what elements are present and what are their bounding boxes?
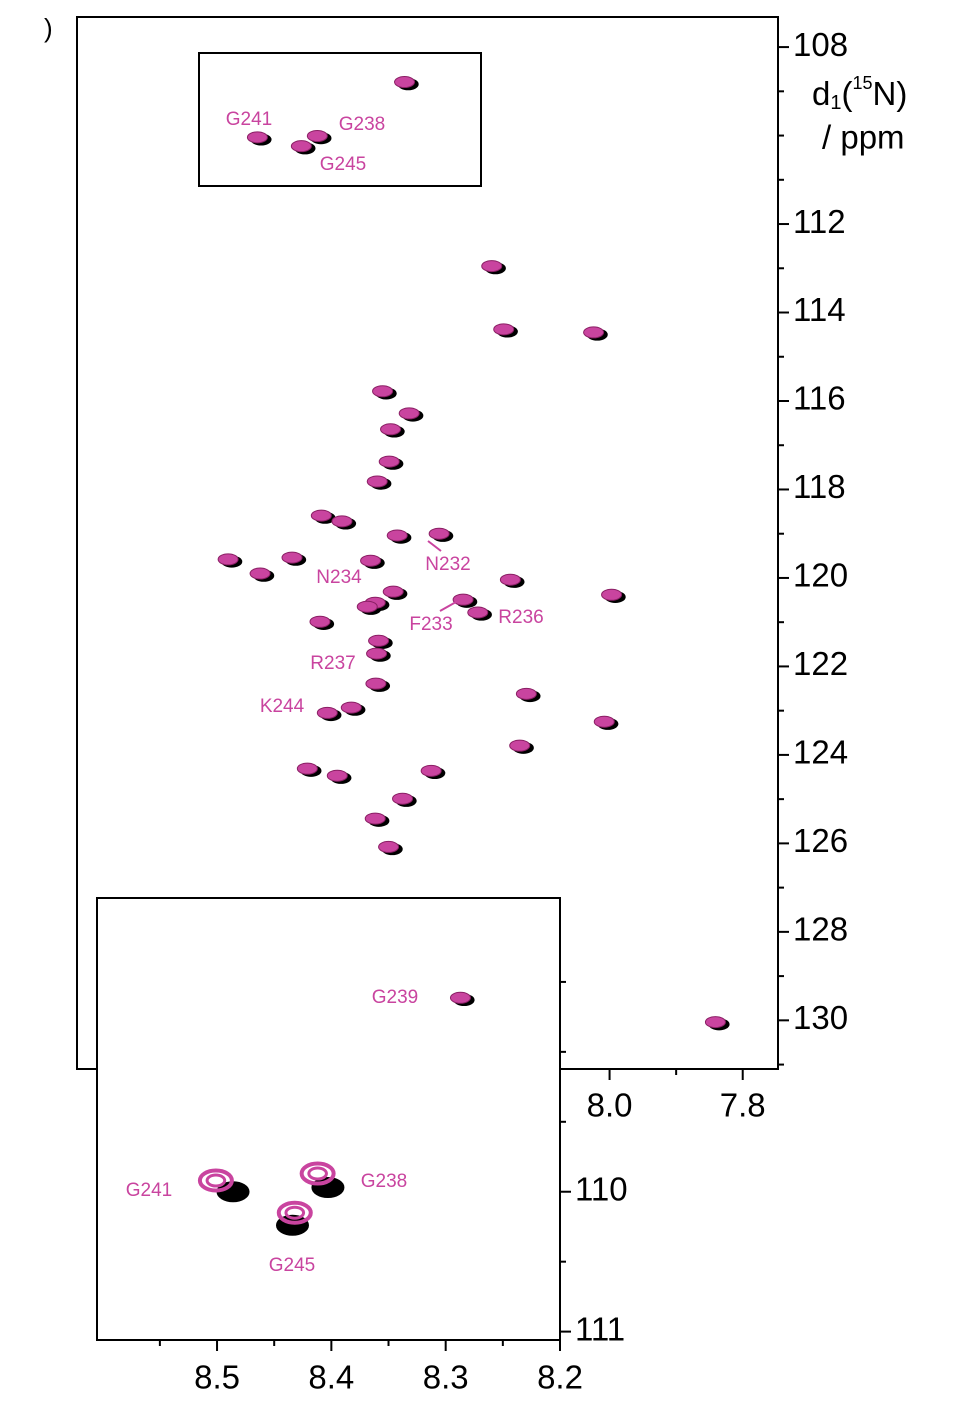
peak [583,326,605,339]
peak [249,567,271,580]
peak [449,991,471,1004]
peak [515,687,537,700]
peak [366,475,388,488]
y-tick-label: 108 [793,26,848,63]
peak-label: G241 [226,109,272,130]
peak-contour [307,1166,328,1181]
peak [217,553,239,566]
peak [340,701,362,714]
peak-label: G241 [126,1180,172,1201]
peak-label: G239 [372,987,418,1008]
peak [197,1168,234,1193]
peak [310,509,332,522]
peak [356,600,378,613]
peak-label: G245 [269,1255,315,1276]
peak [394,76,416,89]
y-tick-label: 111 [575,1310,625,1347]
peak [392,792,414,805]
peak [493,323,515,336]
y-axis-unit: / ppm [822,119,905,156]
y-axis-label-part: 1 [830,92,841,114]
peak-contour [284,1205,306,1220]
peak [296,762,318,775]
x-tick-label: 8.2 [537,1359,583,1396]
peak [331,515,353,528]
peak [378,840,400,853]
peak [360,554,382,567]
y-tick-label: 124 [793,734,848,771]
peak-label: G238 [361,1171,407,1192]
peak [368,634,390,647]
x-tick-label: 8.0 [587,1087,633,1124]
peak [382,585,404,598]
peak-label: N234 [316,567,362,588]
peak [481,260,503,273]
peak-label: N232 [425,554,470,575]
peak [326,769,348,782]
peak [364,812,386,825]
y-tick-label: 116 [793,380,846,417]
y-tick-label: 128 [793,911,848,948]
peak-label: R236 [498,607,543,628]
peak [499,573,521,586]
y-axis-label-part: N) [873,75,908,112]
leader-line [439,601,457,612]
peak-label: R237 [310,653,355,674]
y-tick-label: 118 [793,468,846,505]
peak [704,1016,726,1029]
peak [372,385,394,398]
peak [365,677,387,690]
x-tick-label: 8.5 [194,1359,240,1396]
y-tick-label: 110 [575,1170,628,1207]
y-tick-label: 112 [793,203,846,240]
y-tick-label: 122 [793,645,848,682]
y-axis-label-part: ( [841,75,852,112]
peak [509,739,531,752]
peak [380,423,402,436]
y-tick-label: 114 [793,291,846,328]
peak-label: G245 [320,154,366,175]
leader-line [427,540,442,552]
peak [306,130,328,143]
inset-frame [96,897,561,1341]
y-tick-label: 126 [793,822,848,859]
peak [452,593,474,606]
x-tick-label: 8.4 [308,1359,354,1396]
peak [420,764,442,777]
peak [316,706,338,719]
y-tick-label: 120 [793,557,848,594]
peak [290,140,312,153]
peak-label: F233 [409,614,452,635]
peak [366,647,388,660]
peak [428,527,450,540]
peak [386,529,408,542]
x-tick-label: 7.8 [720,1087,766,1124]
peak-contour [205,1173,227,1188]
x-tick-label: 8.3 [423,1359,469,1396]
peak [281,551,303,564]
peak [276,1200,313,1225]
zoom-box [198,52,482,187]
peak [309,615,331,628]
peak [378,455,400,468]
peak [467,606,489,619]
y-axis-label-part: 15 [852,73,872,93]
peak-label: G238 [339,114,385,135]
y-axis-label-part: d [812,75,830,112]
y-tick-label: 130 [793,999,848,1036]
peak [601,588,623,601]
y-axis-label: d1(15N) [812,73,907,115]
peak [593,715,615,728]
peak-label: K244 [260,696,305,717]
panel-label: ) [44,13,53,43]
peak [299,1161,336,1186]
peak [246,131,268,144]
peak [398,407,420,420]
